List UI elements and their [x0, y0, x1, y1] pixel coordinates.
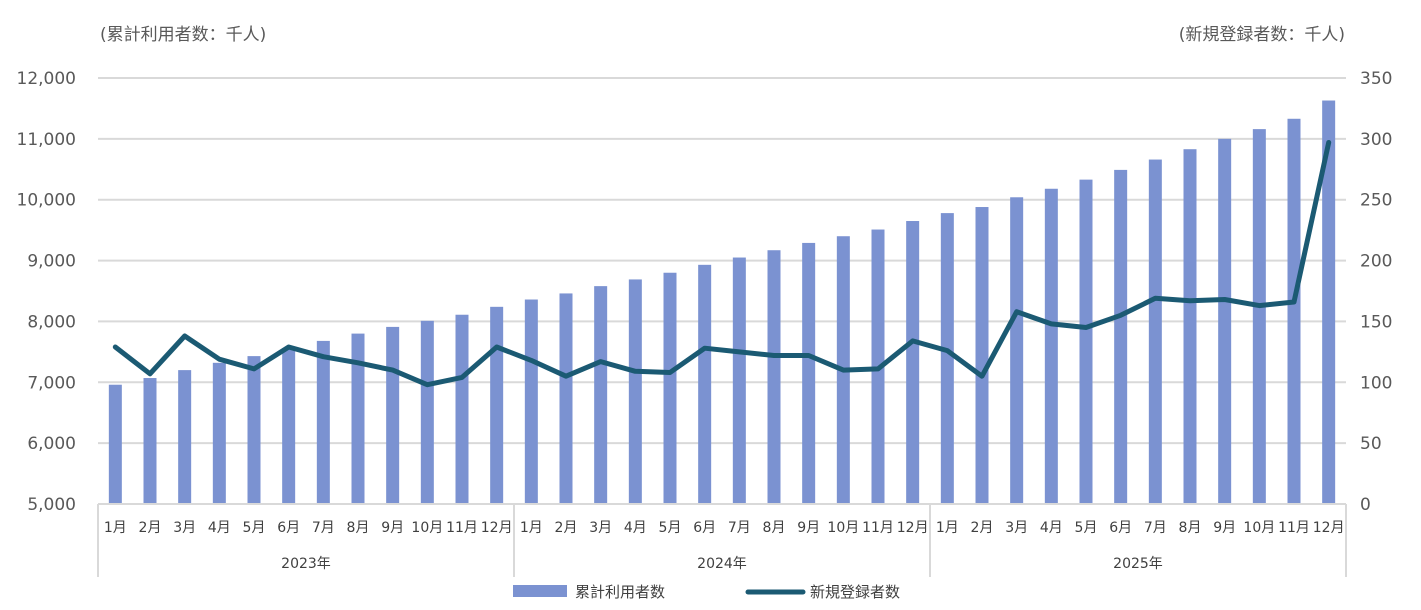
- bar: [212, 362, 226, 504]
- year-label: 2025年: [1113, 556, 1163, 572]
- right-tick-label: 50: [1360, 434, 1382, 454]
- bar: [663, 272, 677, 504]
- month-label: 10月: [827, 520, 859, 536]
- bar: [247, 356, 261, 504]
- month-label: 6月: [693, 520, 716, 536]
- month-label: 1月: [936, 520, 959, 536]
- bar: [108, 384, 122, 504]
- bar: [1148, 159, 1162, 504]
- month-label: 8月: [1179, 520, 1202, 536]
- bar: [1322, 100, 1336, 504]
- month-label: 2月: [971, 520, 994, 536]
- bar: [1218, 138, 1232, 504]
- bar: [316, 340, 330, 504]
- month-label: 12月: [481, 520, 513, 536]
- year-label: 2023年: [281, 556, 331, 572]
- bar: [1183, 149, 1197, 504]
- month-label: 7月: [728, 520, 751, 536]
- bar: [698, 264, 712, 504]
- line-series-new-registrations: [112, 140, 1332, 388]
- left-tick-label: 10,000: [17, 191, 76, 211]
- left-tick-label: 11,000: [17, 130, 76, 150]
- bar: [940, 213, 954, 505]
- legend-label-cumulative-users: 累計利用者数: [575, 583, 665, 601]
- bar: [628, 279, 642, 504]
- month-label: 5月: [1075, 520, 1098, 536]
- right-tick-label: 0: [1360, 495, 1371, 515]
- month-label: 1月: [104, 520, 127, 536]
- bar: [143, 378, 157, 504]
- left-tick-label: 6,000: [27, 434, 76, 454]
- month-label: 12月: [897, 520, 929, 536]
- bar: [178, 370, 192, 504]
- month-label: 11月: [446, 520, 478, 536]
- month-label: 10月: [411, 520, 443, 536]
- month-label: 2月: [555, 520, 578, 536]
- month-label: 12月: [1313, 520, 1345, 536]
- legend-label-new-registrations: 新規登録者数: [810, 583, 900, 601]
- left-tick-label: 8,000: [27, 312, 76, 332]
- right-tick-label: 350: [1360, 69, 1392, 89]
- bar: [420, 320, 434, 504]
- month-label: 7月: [312, 520, 335, 536]
- bar: [975, 207, 989, 504]
- month-label: 4月: [1040, 520, 1063, 536]
- month-label: 5月: [659, 520, 682, 536]
- bar: [767, 250, 781, 504]
- month-label: 6月: [277, 520, 300, 536]
- month-label: 9月: [381, 520, 404, 536]
- legend-swatch-bar: [513, 585, 567, 597]
- month-label: 5月: [243, 520, 266, 536]
- month-label: 3月: [589, 520, 612, 536]
- right-tick-label: 100: [1360, 373, 1392, 393]
- right-tick-label: 150: [1360, 312, 1392, 332]
- right-tick-label: 250: [1360, 191, 1392, 211]
- left-tick-label: 7,000: [27, 373, 76, 393]
- left-tick-label: 5,000: [27, 495, 76, 515]
- bar: [1044, 188, 1058, 504]
- month-label: 4月: [624, 520, 647, 536]
- month-label: 9月: [1213, 520, 1236, 536]
- bar: [594, 286, 608, 504]
- bar: [455, 314, 469, 504]
- bar: [282, 348, 296, 504]
- month-label: 10月: [1243, 520, 1275, 536]
- right-axis-title: (新規登録者数：千人): [1178, 25, 1345, 45]
- month-label: 8月: [347, 520, 370, 536]
- left-axis-title: (累計利用者数：千人): [100, 25, 267, 45]
- month-label: 3月: [1005, 520, 1028, 536]
- bar: [351, 333, 365, 504]
- month-label: 4月: [208, 520, 231, 536]
- bar: [1114, 169, 1128, 504]
- month-label: 2月: [139, 520, 162, 536]
- bar: [490, 306, 504, 504]
- month-label: 8月: [763, 520, 786, 536]
- left-tick-label: 12,000: [17, 69, 76, 89]
- month-label: 11月: [1278, 520, 1310, 536]
- bar: [524, 299, 538, 504]
- right-tick-label: 200: [1360, 252, 1392, 272]
- month-label: 1月: [520, 520, 543, 536]
- bar: [1287, 118, 1301, 504]
- month-label: 7月: [1144, 520, 1167, 536]
- bar: [732, 257, 746, 504]
- month-label: 3月: [173, 520, 196, 536]
- bar: [906, 221, 920, 504]
- year-label: 2024年: [697, 556, 747, 572]
- month-label: 6月: [1109, 520, 1132, 536]
- left-tick-label: 9,000: [27, 252, 76, 272]
- bar: [1252, 129, 1266, 504]
- bar: [802, 242, 816, 504]
- bar: [559, 293, 573, 504]
- month-label: 11月: [862, 520, 894, 536]
- bar: [1079, 179, 1093, 505]
- bar: [386, 326, 400, 504]
- month-label: 9月: [797, 520, 820, 536]
- bar: [1010, 197, 1024, 504]
- right-tick-label: 300: [1360, 130, 1392, 150]
